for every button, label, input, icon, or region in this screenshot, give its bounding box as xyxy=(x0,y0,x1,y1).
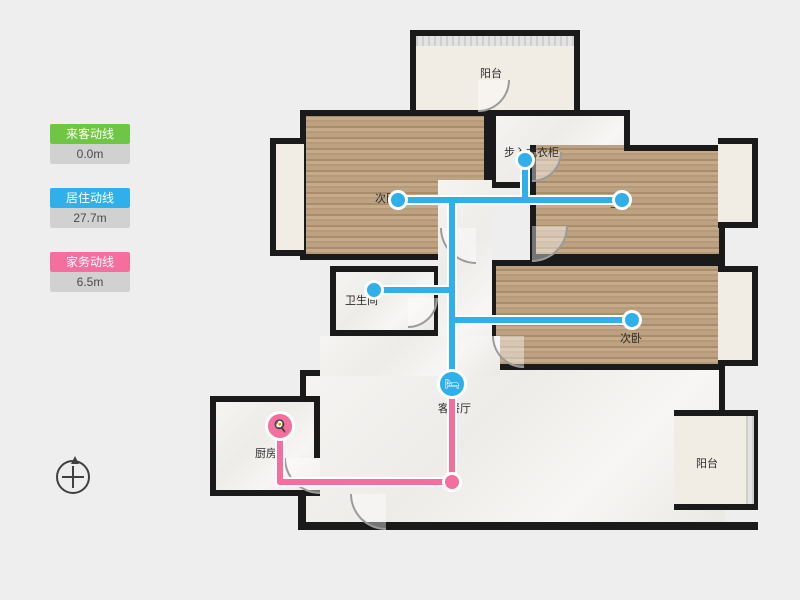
floor-plan: 阳台 步入式衣柜 次卧 主卧 次卧 卫生间 客餐厅 厨房 阳台 🍳🛏 xyxy=(180,30,770,590)
legend-value-guest: 0.0m xyxy=(50,144,130,164)
flow-node xyxy=(622,310,642,330)
legend-bar-chore: 家务动线 xyxy=(50,252,130,272)
legend-item-living: 居住动线 27.7m xyxy=(50,188,130,228)
compass-icon xyxy=(56,460,90,494)
flow-lines xyxy=(180,30,770,590)
flow-node xyxy=(612,190,632,210)
legend: 来客动线 0.0m 居住动线 27.7m 家务动线 6.5m xyxy=(50,124,130,316)
legend-item-guest: 来客动线 0.0m xyxy=(50,124,130,164)
flow-node: 🍳 xyxy=(265,411,295,441)
legend-value-chore: 6.5m xyxy=(50,272,130,292)
bed-icon: 🛏 xyxy=(440,372,464,396)
legend-bar-living: 居住动线 xyxy=(50,188,130,208)
legend-bar-guest: 来客动线 xyxy=(50,124,130,144)
flow-node xyxy=(515,150,535,170)
flow-node xyxy=(388,190,408,210)
legend-item-chore: 家务动线 6.5m xyxy=(50,252,130,292)
pot-icon: 🍳 xyxy=(268,414,292,438)
flow-node xyxy=(442,472,462,492)
stage: 来客动线 0.0m 居住动线 27.7m 家务动线 6.5m xyxy=(0,0,800,600)
legend-value-living: 27.7m xyxy=(50,208,130,228)
flow-node xyxy=(364,280,384,300)
flow-node: 🛏 xyxy=(437,369,467,399)
